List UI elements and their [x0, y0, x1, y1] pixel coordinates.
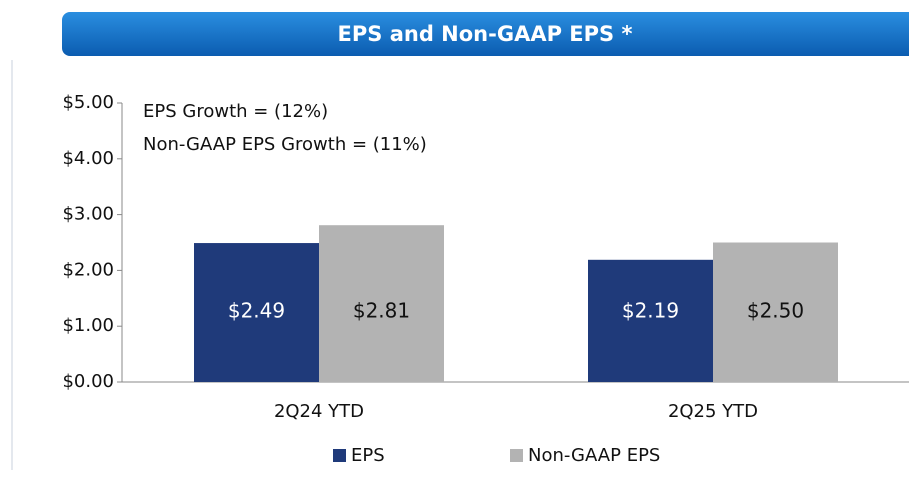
x-tick-label: 2Q25 YTD: [668, 401, 758, 422]
bar: [713, 242, 838, 382]
value-label: $2.81: [353, 299, 410, 323]
legend-label: EPS: [351, 445, 385, 466]
y-tick-label: $5.00: [62, 92, 114, 113]
bar: [194, 243, 319, 382]
chart-title: EPS and Non-GAAP EPS *: [338, 22, 633, 46]
legend-swatch: [333, 449, 346, 462]
title-banner: [62, 12, 909, 56]
value-label: $2.49: [228, 299, 285, 323]
value-label: $2.50: [747, 299, 804, 323]
y-tick-label: $0.00: [62, 371, 114, 392]
x-tick-label: 2Q24 YTD: [274, 401, 364, 422]
legend-label: Non-GAAP EPS: [528, 445, 660, 466]
bar: [319, 225, 444, 382]
y-tick-label: $4.00: [62, 148, 114, 169]
legend-swatch: [510, 449, 523, 462]
value-label: $2.19: [622, 299, 679, 323]
y-tick-label: $3.00: [62, 204, 114, 225]
bar: [588, 259, 713, 382]
y-tick-label: $1.00: [62, 315, 114, 336]
y-tick-label: $2.00: [62, 259, 114, 280]
annotation: EPS Growth = (12%): [143, 101, 328, 122]
annotation: Non-GAAP EPS Growth = (11%): [143, 134, 427, 155]
